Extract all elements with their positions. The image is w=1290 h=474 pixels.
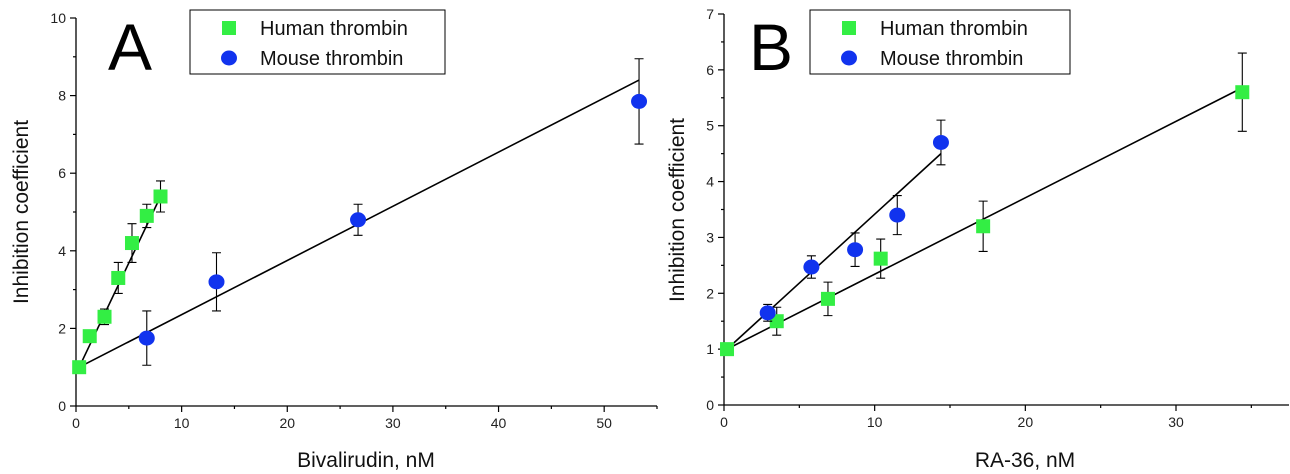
x-axis-title: RA-36, nM: [975, 449, 1075, 472]
data-point-human: [873, 251, 888, 266]
y-tick-label: 2: [58, 320, 66, 336]
data-point-human: [153, 189, 168, 204]
data-point-mouse: [932, 134, 949, 150]
data-point-human: [1235, 85, 1250, 100]
x-tick-label: 20: [1018, 414, 1034, 430]
data-point-mouse: [631, 93, 648, 109]
panel-label: A: [108, 10, 152, 84]
data-point-human: [976, 219, 991, 234]
legend-marker-human: [842, 21, 856, 35]
y-tick-label: 1: [706, 341, 714, 357]
x-tick-label: 0: [720, 414, 728, 430]
panel-label: B: [749, 10, 793, 84]
fit-line-mouse: [726, 153, 942, 350]
legend-label-human: Human thrombin: [260, 18, 408, 40]
y-tick-label: 5: [706, 118, 714, 134]
data-point-mouse: [803, 259, 820, 275]
x-tick-label: 0: [72, 415, 80, 431]
fit-line-human: [726, 87, 1243, 350]
x-tick-label: 20: [279, 415, 295, 431]
y-tick-label: 10: [50, 10, 66, 26]
y-tick-label: 7: [706, 6, 714, 22]
y-tick-label: 0: [58, 398, 66, 414]
y-tick-label: 8: [58, 88, 66, 104]
y-tick-label: 4: [58, 243, 66, 259]
y-tick-label: 4: [706, 174, 714, 190]
data-point-human: [139, 208, 154, 223]
legend-marker-human: [222, 21, 236, 35]
y-axis-title: Inhibition coefficient: [10, 120, 33, 304]
x-axis-title: Bivalirudin, nM: [297, 449, 435, 472]
legend-label-mouse: Mouse thrombin: [880, 48, 1023, 70]
y-tick-label: 6: [58, 165, 66, 181]
data-point-human: [72, 360, 87, 375]
data-point-human: [111, 270, 126, 285]
y-tick-label: 2: [706, 285, 714, 301]
legend-label-human: Human thrombin: [880, 18, 1028, 40]
legend-label-mouse: Mouse thrombin: [260, 48, 403, 70]
data-point-mouse: [759, 305, 776, 321]
data-point-mouse: [138, 330, 155, 346]
y-axis-title: Inhibition coefficient: [666, 118, 689, 302]
legend-marker-mouse: [221, 50, 237, 66]
data-point-mouse: [350, 212, 367, 228]
y-tick-label: 6: [706, 62, 714, 78]
x-tick-label: 10: [174, 415, 190, 431]
x-tick-label: 50: [596, 415, 612, 431]
data-point-human: [820, 291, 835, 306]
x-tick-label: 30: [1168, 414, 1184, 430]
chart-panel-b: 0 10 20 30 0 1 2 3 4 5 6 7 RA-36, nM Inhibition coeff…: [666, 6, 1289, 472]
y-tick-label: 3: [706, 229, 714, 245]
data-point-human: [720, 342, 735, 357]
x-tick-label: 30: [385, 415, 401, 431]
legend-marker-mouse: [841, 50, 857, 66]
x-tick-label: 10: [867, 414, 883, 430]
y-tick-label: 0: [706, 397, 714, 413]
data-point-human: [82, 329, 97, 344]
data-point-human: [124, 236, 139, 251]
data-point-human: [97, 309, 112, 324]
data-point-mouse: [208, 274, 225, 290]
data-point-mouse: [847, 242, 864, 258]
data-point-mouse: [889, 207, 906, 223]
x-tick-label: 40: [491, 415, 507, 431]
chart-panel-a: 0 10 20 30 40 50 0 2 4 6 8 10 Bivalirudin, nM Inhibit…: [10, 9, 658, 472]
